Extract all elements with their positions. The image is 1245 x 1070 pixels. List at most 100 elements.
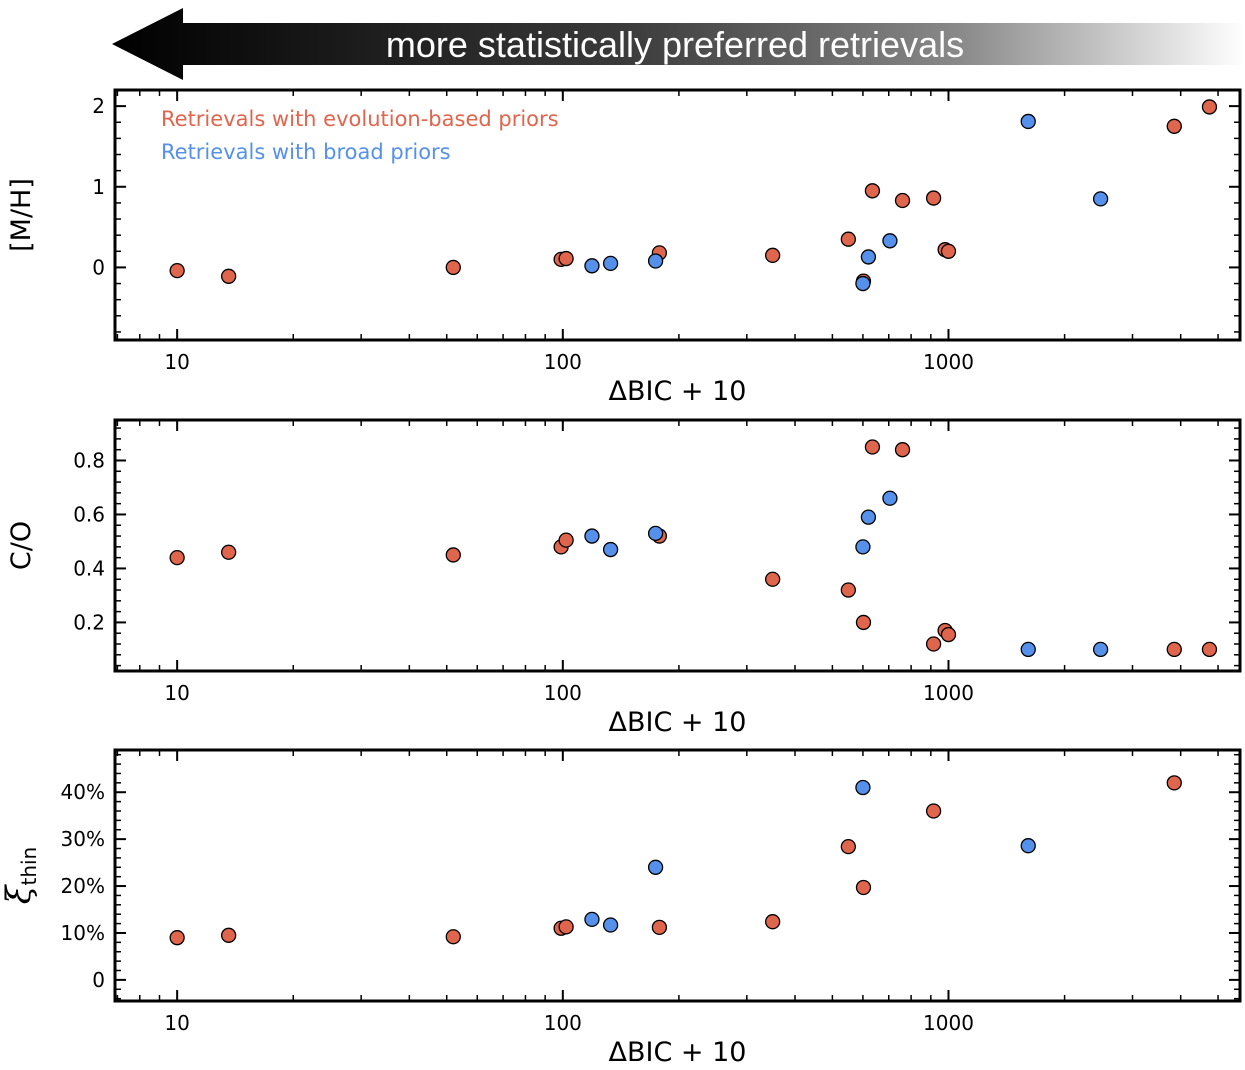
data-point: [169, 262, 185, 279]
data-point: [864, 439, 881, 455]
x-tick-label: 100: [544, 350, 582, 374]
x-tick-label: 10: [164, 681, 189, 705]
data-point: [840, 231, 857, 247]
data-point: [894, 442, 911, 458]
data-point: [925, 190, 942, 206]
data-point: [764, 247, 781, 263]
x-tick-label: 10: [164, 1011, 189, 1035]
y-tick-label: 0: [92, 968, 105, 992]
data-point: [940, 626, 957, 643]
data-point: [855, 539, 871, 555]
panel-1: 10 100 1000 0 1 2 ΔBIC + 10 [M/H] Retrievals wit…: [6, 88, 1242, 407]
data-point: [221, 268, 237, 284]
data-point: [925, 636, 942, 652]
x-tick-label: 10: [164, 350, 189, 374]
series-evolution: [169, 775, 1182, 946]
data-point: [647, 859, 664, 875]
data-point: [221, 927, 237, 943]
x-tick-label: 100: [544, 681, 582, 705]
data-point: [940, 243, 957, 259]
data-point: [1201, 99, 1218, 115]
y-tick-label: 2: [92, 94, 105, 118]
data-point: [602, 541, 619, 558]
series-broad: [584, 490, 1109, 658]
data-point: [1166, 118, 1182, 134]
data-point: [894, 192, 911, 209]
data-point: [169, 930, 185, 946]
data-point: [860, 249, 877, 265]
data-point: [764, 914, 781, 930]
data-point: [764, 571, 781, 587]
y-axis-label: ξthin: [0, 847, 41, 904]
data-point: [445, 929, 461, 945]
data-point: [1020, 838, 1036, 854]
series-broad: [584, 779, 1036, 933]
data-point: [1166, 641, 1182, 658]
series-evolution: [169, 439, 1218, 658]
data-point: [647, 253, 664, 269]
data-point: [1092, 191, 1109, 207]
data-point: [855, 275, 871, 292]
legend: Retrievals with evolution-based priors Re…: [161, 107, 559, 164]
data-point: [840, 838, 857, 855]
data-point: [584, 911, 600, 928]
data-point: [882, 233, 898, 249]
plot-frame: [113, 88, 1242, 342]
data-point: [584, 528, 600, 544]
data-point: [840, 582, 857, 598]
y-tick-label: 0: [92, 255, 105, 279]
data-point: [647, 525, 664, 542]
data-point: [1166, 775, 1182, 791]
data-point: [1201, 641, 1218, 658]
data-point: [864, 183, 881, 199]
data-point: [855, 879, 872, 896]
data-point: [445, 547, 461, 563]
arrow-label: more statistically preferred retrievals: [386, 24, 964, 65]
data-point: [602, 255, 619, 272]
y-axis-label: [M/H]: [6, 178, 37, 252]
data-point: [169, 549, 185, 566]
data-point: [651, 919, 668, 935]
y-tick-label: 0.8: [73, 448, 105, 472]
data-point: [584, 258, 600, 274]
x-tick-label: 1000: [923, 350, 974, 374]
y-tick-label: 20%: [61, 874, 105, 898]
arrow-shape: [112, 8, 1245, 80]
y-tick-label: 10%: [61, 921, 105, 945]
data-point: [860, 509, 877, 525]
data-point: [1020, 641, 1036, 658]
plot-frame: [113, 418, 1242, 673]
x-axis-label: ΔBIC + 10: [609, 1037, 747, 1068]
data-point: [558, 919, 574, 935]
y-tick-label: 1: [92, 175, 105, 199]
data-point: [445, 259, 461, 276]
x-axis-label: ΔBIC + 10: [609, 376, 747, 407]
data-point: [221, 544, 237, 560]
data-point: [882, 490, 898, 506]
x-tick-label: 100: [544, 1011, 582, 1035]
y-tick-label: 40%: [61, 780, 105, 804]
x-tick-label: 1000: [923, 681, 974, 705]
y-tick-label: 0.4: [73, 556, 105, 580]
panel-2: 10 100 1000 0.2 0.4 0.6 0.8 ΔBIC + 10 C/O: [6, 418, 1242, 738]
data-point: [855, 614, 872, 631]
data-point: [558, 532, 574, 548]
y-tick-label: 0.2: [73, 610, 105, 634]
data-point: [855, 779, 871, 796]
data-point: [1020, 113, 1036, 130]
plot-frame: [113, 748, 1242, 1003]
panel-3: 10 100 1000 0 10% 20% 30% 40% ΔBIC + 10 ξthin: [0, 748, 1242, 1068]
y-tick-label: 0.6: [73, 502, 105, 526]
y-tick-label: 30%: [61, 827, 105, 851]
x-tick-label: 1000: [923, 1011, 974, 1035]
x-axis-label: ΔBIC + 10: [609, 707, 747, 738]
data-point: [925, 803, 942, 819]
legend-broad-label: Retrievals with broad priors: [161, 140, 451, 164]
data-point: [558, 250, 574, 267]
data-point: [1092, 641, 1109, 658]
preference-arrow: more statistically preferred retrievals: [112, 8, 1245, 80]
y-axis-label: C/O: [6, 521, 37, 570]
data-point: [602, 917, 619, 933]
series-broad: [584, 113, 1109, 292]
